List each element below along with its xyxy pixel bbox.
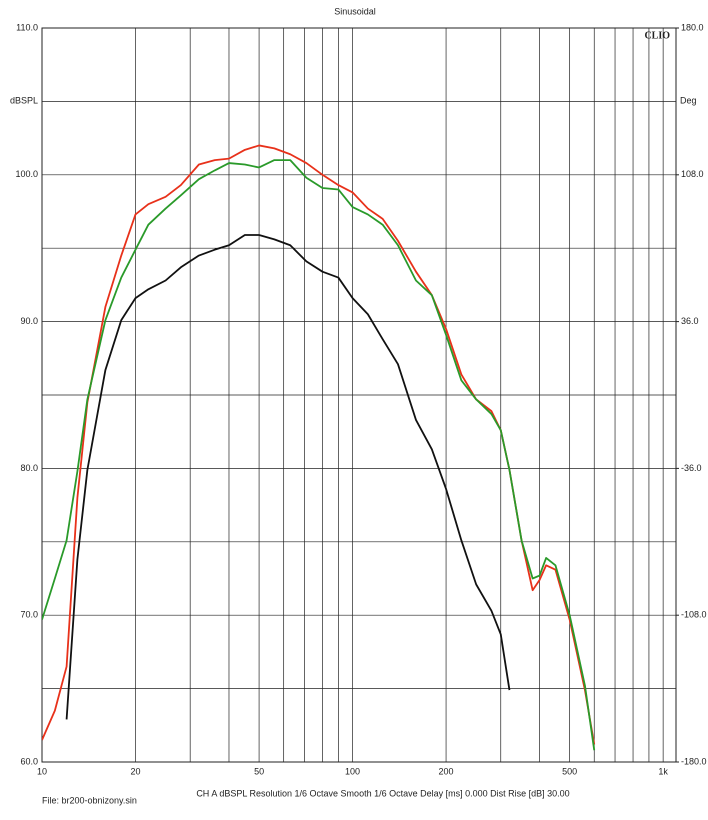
- y2-axis-label: Deg: [680, 95, 697, 105]
- series-line: [42, 159, 596, 751]
- y-axis-label: dBSPL: [10, 95, 38, 105]
- y2-tick-label: 180.0: [681, 22, 704, 32]
- y-tick-label: 110.0: [16, 22, 38, 32]
- x-tick-label: 200: [439, 766, 454, 776]
- y-tick-label: 60.0: [20, 756, 38, 766]
- y-tick-label: 70.0: [20, 610, 38, 620]
- series-line: [65, 234, 511, 720]
- brand: CLIO: [644, 30, 670, 41]
- x-tick-label: 50: [254, 766, 264, 776]
- y2-tick-label: 108.0: [681, 169, 704, 179]
- settings-label: CH A dBSPL Resolution 1/6 Octave Smooth …: [196, 788, 569, 798]
- y2-tick-label: -36.0: [681, 463, 702, 473]
- y2-tick-label: 36.0: [681, 316, 699, 326]
- x-tick-label: 500: [562, 766, 577, 776]
- x-tick-label: 10: [37, 766, 47, 776]
- series-line: [42, 144, 596, 745]
- y2-tick-label: -108.0: [681, 610, 707, 620]
- y-tick-label: 80.0: [20, 463, 38, 473]
- file-label: File: br200-obnizony.sin: [42, 795, 137, 805]
- y-tick-label: 100.0: [15, 169, 38, 179]
- chart-title: Sinusoidal: [334, 6, 376, 16]
- x-tick-label: 100: [345, 766, 360, 776]
- y-tick-label: 90.0: [20, 316, 38, 326]
- y2-tick-label: -180.0: [681, 756, 707, 766]
- x-tick-label: 20: [130, 766, 140, 776]
- x-tick-label: 1k: [658, 766, 668, 776]
